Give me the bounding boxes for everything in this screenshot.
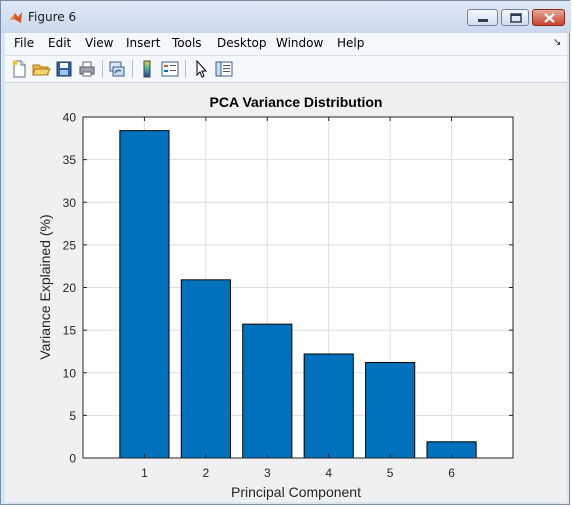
y-tick-label: 40 bbox=[63, 111, 77, 125]
y-tick-label: 5 bbox=[69, 409, 76, 423]
bar-component-5[interactable] bbox=[365, 362, 416, 459]
dock-arrow-icon[interactable]: ↘ bbox=[553, 37, 562, 48]
x-axis-label: Principal Component bbox=[231, 484, 361, 500]
menu-insert[interactable]: Insert bbox=[126, 36, 161, 50]
y-tick-label: 25 bbox=[63, 238, 77, 252]
x-tick-label: 2 bbox=[203, 466, 210, 480]
x-tick-label: 3 bbox=[264, 466, 271, 480]
edit-plot-arrow-icon[interactable] bbox=[191, 59, 211, 79]
insert-colorbar-icon[interactable] bbox=[137, 59, 157, 79]
y-tick-label: 20 bbox=[63, 281, 77, 295]
bar-chart: 0 5 10 15 20 25 30 35 40 1 2 3 4 5 6 PCA Variance Dist… bbox=[37, 94, 514, 500]
toolbar-separator bbox=[102, 60, 103, 78]
tick-labels: 0 5 10 15 20 25 30 35 40 1 2 3 4 5 6 bbox=[63, 111, 456, 481]
y-tick-label: 35 bbox=[63, 153, 77, 167]
new-figure-icon[interactable] bbox=[9, 59, 29, 79]
figure-toolbar bbox=[5, 56, 567, 83]
window-title: Figure 6 bbox=[28, 10, 77, 24]
title-bar[interactable]: Figure 6 bbox=[1, 1, 571, 33]
chart-title: PCA Variance Distribution bbox=[210, 94, 383, 110]
menu-file[interactable]: File bbox=[14, 36, 35, 50]
insert-legend-icon[interactable] bbox=[160, 59, 180, 79]
bar-component-4[interactable] bbox=[303, 353, 354, 459]
x-tick-label: 6 bbox=[448, 466, 455, 480]
menu-bar: File Edit View Insert Tools Desktop Wind… bbox=[5, 33, 567, 56]
y-tick-label: 15 bbox=[63, 324, 77, 338]
show-plot-tools-icon[interactable] bbox=[214, 59, 234, 79]
link-plot-icon[interactable] bbox=[107, 59, 127, 79]
toolbar-separator bbox=[185, 60, 186, 78]
save-figure-icon[interactable] bbox=[54, 59, 74, 79]
x-tick-label: 1 bbox=[141, 466, 148, 480]
menu-view[interactable]: View bbox=[85, 36, 114, 50]
minimize-button[interactable] bbox=[467, 9, 498, 26]
bar-component-1[interactable] bbox=[119, 130, 170, 459]
y-axis-label: Variance Explained (%) bbox=[37, 214, 53, 359]
menu-help[interactable]: Help bbox=[337, 36, 365, 50]
menu-tools[interactable]: Tools bbox=[172, 36, 202, 50]
y-tick-label: 0 bbox=[69, 452, 76, 466]
print-figure-icon[interactable] bbox=[77, 59, 97, 79]
matlab-logo-icon bbox=[10, 12, 22, 23]
bar-component-2[interactable] bbox=[180, 279, 231, 459]
minimize-icon bbox=[478, 19, 488, 22]
y-tick-label: 30 bbox=[63, 196, 77, 210]
maximize-icon bbox=[510, 13, 522, 23]
maximize-button[interactable] bbox=[501, 9, 529, 26]
bars bbox=[119, 130, 477, 459]
tick-marks bbox=[83, 116, 513, 459]
menu-desktop[interactable]: Desktop bbox=[217, 36, 267, 50]
bar-component-3[interactable] bbox=[242, 323, 293, 459]
x-tick-label: 5 bbox=[387, 466, 394, 480]
menu-edit[interactable]: Edit bbox=[48, 36, 72, 50]
open-file-icon[interactable] bbox=[31, 59, 51, 79]
close-button[interactable] bbox=[532, 9, 565, 26]
menu-window[interactable]: Window bbox=[276, 36, 324, 50]
close-icon bbox=[544, 13, 555, 23]
x-tick-label: 4 bbox=[325, 466, 332, 480]
toolbar-separator bbox=[132, 60, 133, 78]
figure-canvas: 0 5 10 15 20 25 30 35 40 1 2 3 4 5 6 PCA Variance Dist… bbox=[5, 83, 567, 502]
y-tick-label: 10 bbox=[63, 366, 77, 380]
